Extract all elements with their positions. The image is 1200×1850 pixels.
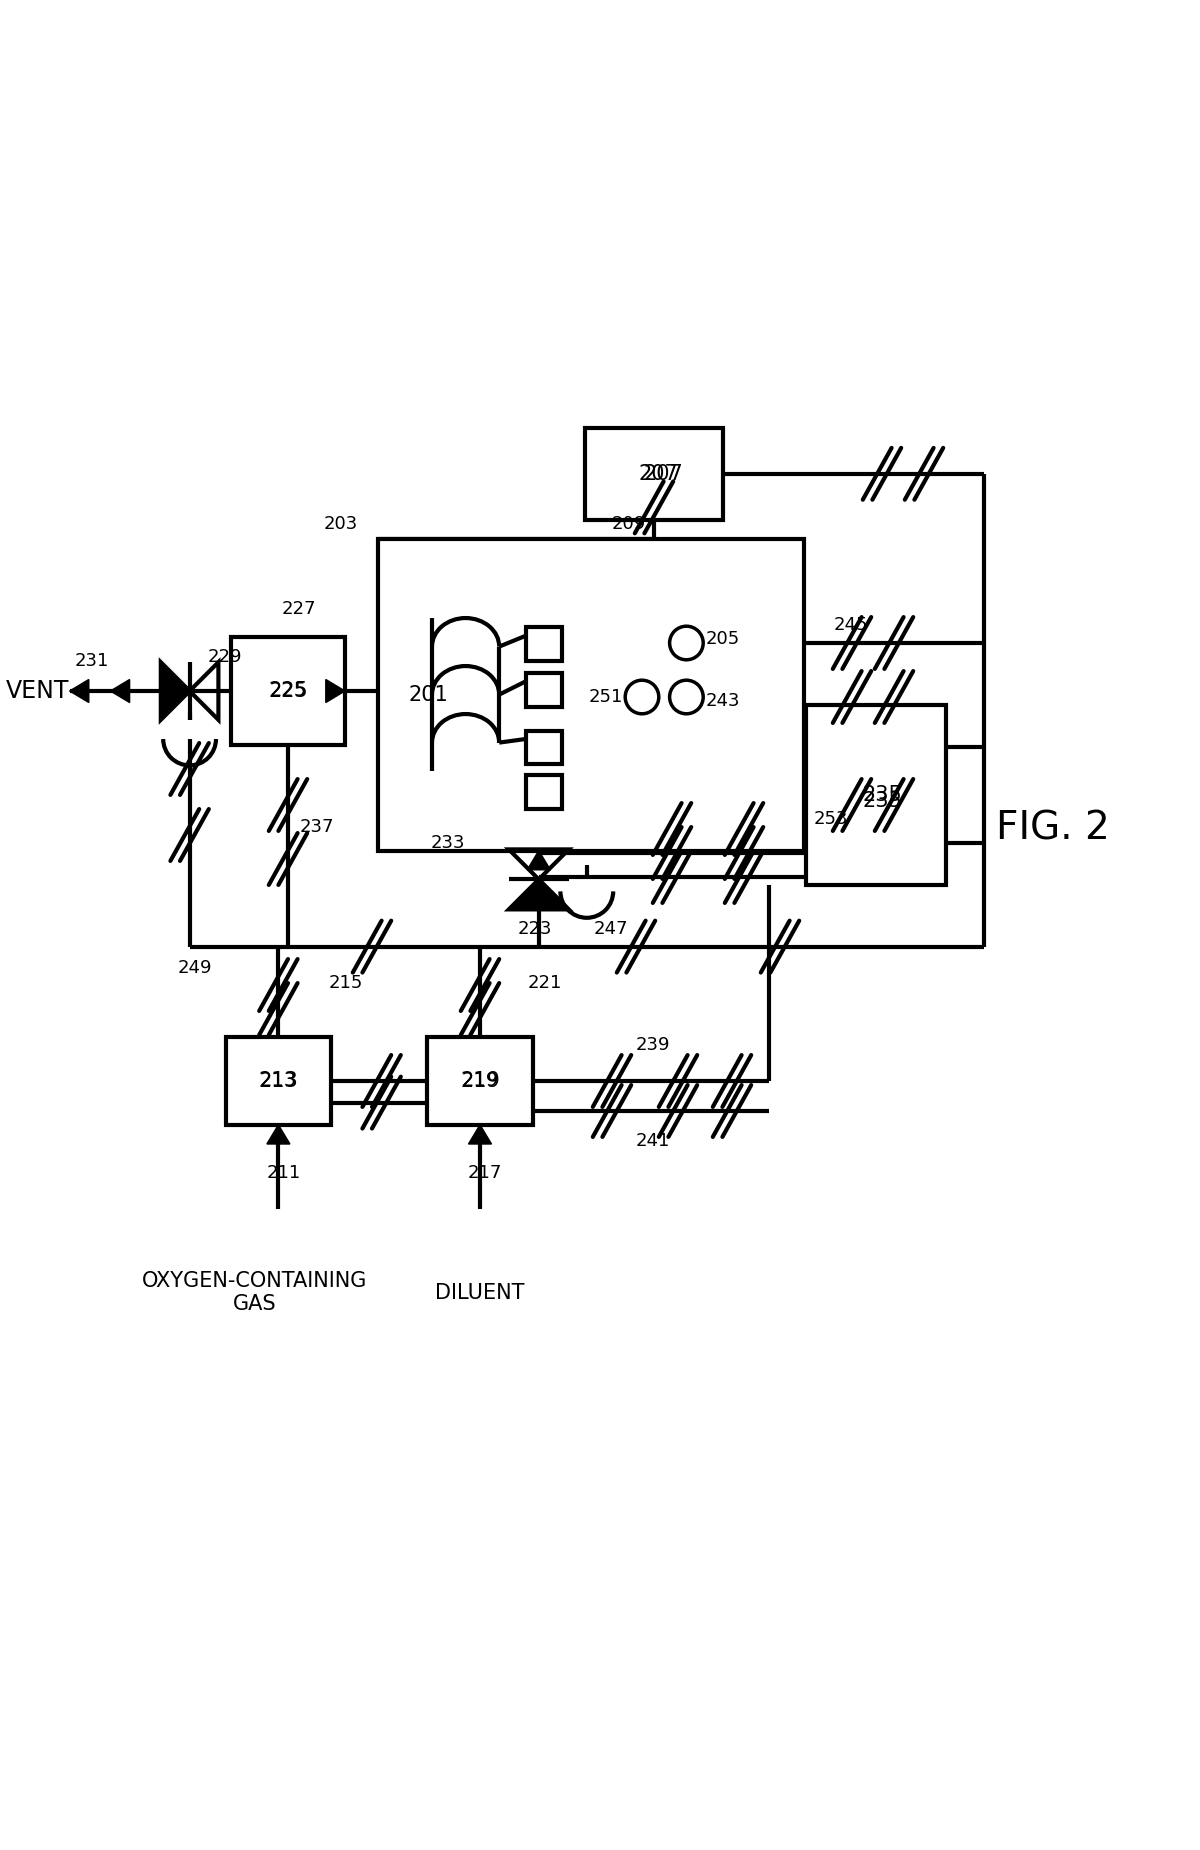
Text: 213: 213 [260, 1071, 296, 1090]
Bar [378, 538, 804, 851]
Polygon shape [161, 662, 190, 720]
Bar [526, 627, 562, 660]
Polygon shape [266, 1125, 290, 1143]
Polygon shape [110, 679, 130, 703]
Text: 247: 247 [594, 919, 629, 938]
Text: 215: 215 [329, 975, 364, 992]
Polygon shape [527, 851, 551, 869]
Text: 233: 233 [431, 834, 466, 853]
Text: 235: 235 [862, 786, 902, 805]
Bar [526, 673, 562, 707]
Text: FIG. 2: FIG. 2 [996, 810, 1110, 847]
Text: 229: 229 [208, 648, 242, 666]
Text: 201: 201 [408, 684, 448, 705]
Text: 225: 225 [269, 681, 307, 701]
Text: 227: 227 [282, 601, 317, 618]
Text: 243: 243 [706, 692, 740, 710]
Text: DILUENT: DILUENT [436, 1282, 524, 1302]
Text: 221: 221 [528, 975, 563, 992]
Text: VENT: VENT [6, 679, 70, 703]
Text: OXYGEN-CONTAINING
GAS: OXYGEN-CONTAINING GAS [142, 1271, 367, 1313]
Polygon shape [70, 679, 89, 703]
Text: 239: 239 [636, 1036, 671, 1054]
Bar [526, 731, 562, 764]
Text: 225: 225 [268, 681, 308, 701]
Text: 231: 231 [74, 651, 109, 670]
Polygon shape [325, 679, 346, 703]
Text: 249: 249 [178, 958, 212, 977]
Text: 209: 209 [612, 514, 647, 533]
Text: 217: 217 [468, 1164, 503, 1182]
Text: 251: 251 [588, 688, 623, 707]
Polygon shape [468, 1125, 492, 1143]
Text: 207: 207 [638, 464, 679, 485]
Bar [526, 775, 562, 808]
Bar [806, 705, 946, 886]
Text: 207: 207 [643, 464, 684, 485]
Bar [586, 427, 722, 520]
Text: 219: 219 [462, 1071, 498, 1090]
Text: 203: 203 [324, 514, 359, 533]
Text: 241: 241 [636, 1132, 671, 1151]
Text: 245: 245 [834, 616, 869, 635]
Text: 213: 213 [258, 1071, 299, 1091]
Text: 237: 237 [300, 818, 335, 836]
Bar [427, 1038, 533, 1125]
Text: 211: 211 [266, 1164, 301, 1182]
Text: 235: 235 [862, 792, 902, 812]
Text: 253: 253 [814, 810, 848, 829]
Text: 223: 223 [517, 919, 552, 938]
Text: 219: 219 [460, 1071, 500, 1091]
Text: 205: 205 [706, 631, 740, 647]
Polygon shape [509, 879, 569, 910]
Bar [226, 1038, 331, 1125]
Bar [230, 636, 346, 746]
